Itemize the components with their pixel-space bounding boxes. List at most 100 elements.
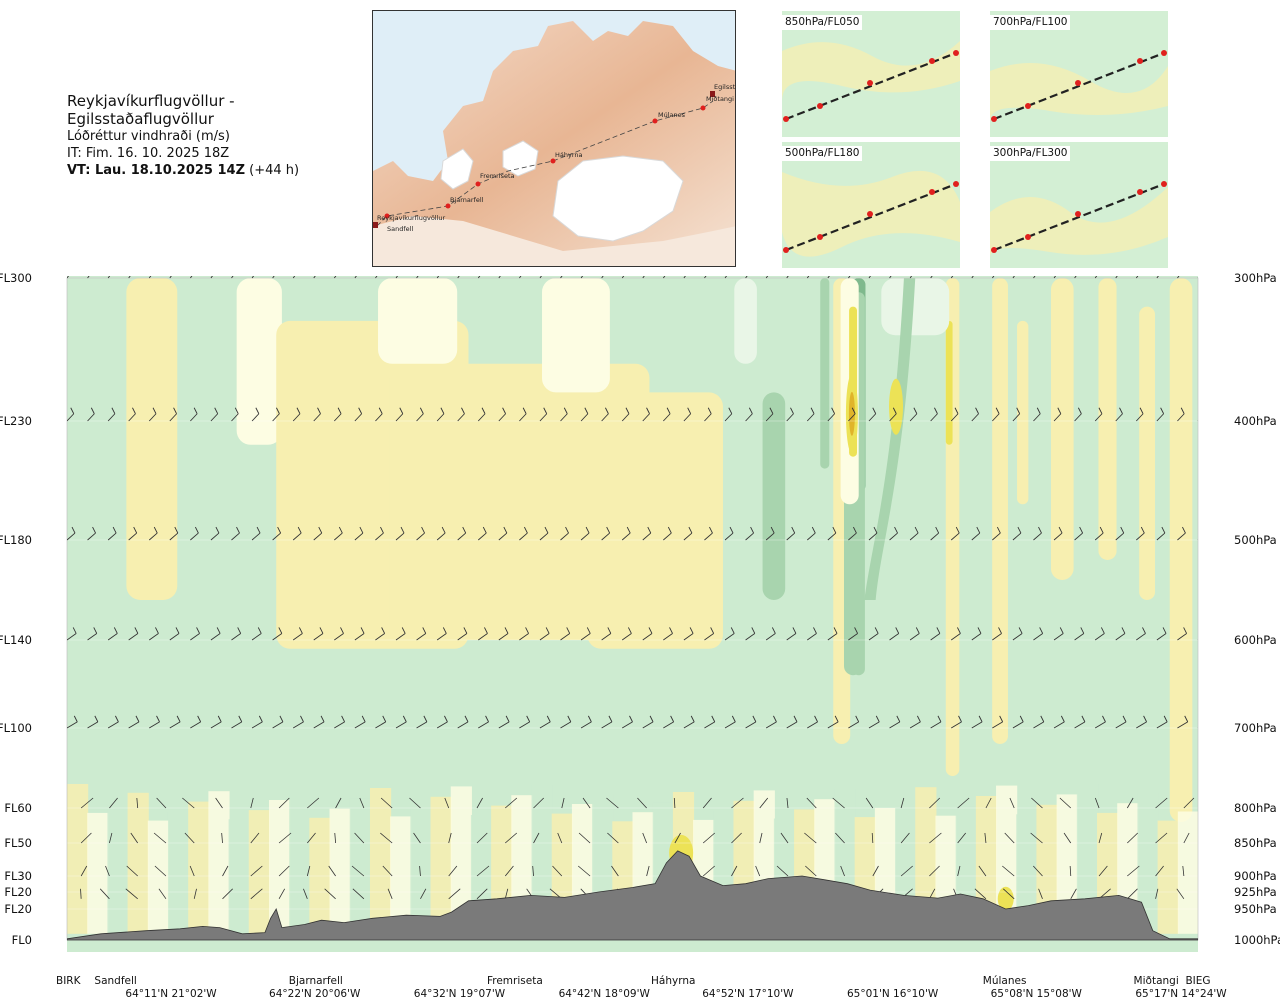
- wind-barb-feather: [670, 715, 675, 723]
- wind-barb: [1156, 532, 1166, 541]
- wind-barb-low: [250, 797, 254, 809]
- wind-barb: [745, 276, 748, 279]
- wind-barb: [1053, 532, 1063, 541]
- wind-barb-feather: [1162, 627, 1167, 634]
- wind-barb-low: [125, 888, 138, 900]
- wind-barb: [601, 633, 612, 641]
- field-lowlevel-cell: [268, 800, 291, 934]
- wind-barb-feather: [1015, 268, 1018, 270]
- wind-barb: [930, 532, 939, 541]
- wind-barb-feather: [996, 526, 1001, 534]
- wind-barb: [210, 532, 220, 541]
- wind-barb: [1074, 413, 1082, 422]
- wind-barb-low: [832, 797, 845, 809]
- wind-barb-feather: [1057, 407, 1062, 414]
- wind-barb-feather: [814, 715, 818, 723]
- wind-barb-feather: [853, 526, 857, 534]
- wind-barb-low: [448, 865, 458, 877]
- wind-barb-low: [278, 865, 290, 877]
- wind-barb: [806, 532, 816, 541]
- wind-barb-feather: [687, 407, 692, 414]
- wind-barb: [786, 276, 789, 279]
- wind-barb-low: [476, 797, 483, 809]
- hpa-tick-label: 300hPa: [1234, 271, 1277, 285]
- wind-barb-feather: [134, 627, 139, 634]
- wind-barb-low: [929, 797, 941, 809]
- wind-barb-feather: [93, 627, 98, 634]
- wind-barb-feather: [567, 715, 572, 723]
- wind-barb-feather: [830, 268, 833, 270]
- wind-barb-feather: [709, 526, 713, 534]
- wind-barb: [292, 721, 304, 729]
- wind-barb-feather: [958, 715, 962, 723]
- wind-barb: [87, 413, 95, 422]
- wind-barb-low: [533, 832, 540, 844]
- wind-barb-low: [328, 865, 336, 877]
- wind-barb: [519, 633, 529, 641]
- wind-barbs: [67, 268, 1198, 900]
- field-up-core-2: [889, 378, 904, 435]
- wind-barb: [148, 532, 158, 541]
- wind-barb-low: [1009, 797, 1015, 809]
- wind-barb: [621, 532, 631, 541]
- wind-barb: [210, 633, 221, 641]
- wind-barb-feather: [72, 627, 77, 634]
- wind-barb: [765, 721, 777, 729]
- wind-barb-low: [1002, 865, 1015, 877]
- wind-barb: [992, 633, 1002, 641]
- wind-barb-low: [382, 865, 393, 877]
- wind-barb-feather: [584, 268, 587, 270]
- wind-barb-feather: [813, 627, 817, 634]
- coordinate-label: 65°08'N 15°08'W: [991, 988, 1083, 1000]
- wind-barb: [765, 532, 775, 541]
- wind-barb-feather: [955, 526, 960, 534]
- wind-barb: [951, 721, 962, 729]
- wind-barb-low: [221, 832, 223, 844]
- wind-barb: [807, 721, 818, 729]
- wind-barb-low: [156, 797, 167, 809]
- wind-barb-feather: [111, 268, 114, 270]
- wind-barb: [889, 413, 897, 422]
- wind-barb-feather: [153, 526, 158, 534]
- wind-barb-feather: [503, 526, 508, 534]
- wind-barb-feather: [462, 526, 467, 534]
- wind-barb-low: [420, 888, 427, 899]
- mini-map-500-svg: [782, 142, 960, 268]
- field-lowlevel-cell: [188, 801, 210, 934]
- wind-barb-feather: [933, 268, 936, 270]
- wind-barb: [436, 633, 447, 641]
- field-lowlevel-cell: [1076, 784, 1099, 934]
- wind-barb-feather: [811, 526, 816, 534]
- wind-barb: [395, 276, 399, 279]
- terrain-shape: [67, 850, 1198, 941]
- wind-barb: [560, 721, 572, 729]
- wind-barb: [1012, 721, 1024, 729]
- wind-barb: [1115, 633, 1126, 641]
- wind-barb-feather: [256, 526, 261, 534]
- hpa-tick-label: 900hPa: [1234, 869, 1277, 883]
- hpa-tick-label: 850hPa: [1234, 836, 1277, 850]
- wind-barb-feather: [1139, 268, 1142, 270]
- wind-barb-low: [900, 832, 910, 844]
- field-lowlevel-cell: [127, 792, 149, 934]
- wind-barb-feather: [748, 407, 753, 414]
- wind-barb-low: [105, 865, 110, 877]
- wind-barb-low: [1038, 888, 1043, 899]
- wind-barb-feather: [995, 268, 998, 270]
- wind-barb-feather: [1139, 407, 1144, 414]
- wind-barb: [971, 721, 983, 729]
- wind-barb: [67, 721, 78, 729]
- wind-barb-feather: [1036, 407, 1041, 414]
- wind-barb-feather: [1036, 268, 1039, 270]
- wind-barb-low: [278, 832, 292, 844]
- wind-barb: [416, 413, 424, 422]
- wind-barb: [683, 413, 692, 422]
- wind-barb-feather: [915, 627, 920, 634]
- fl-tick-label: FL0: [12, 933, 32, 947]
- wind-barb-low: [607, 832, 619, 844]
- wind-barb-feather: [1060, 715, 1065, 723]
- wind-barb: [231, 633, 241, 641]
- wind-barb: [889, 532, 898, 541]
- wind-barb: [313, 633, 324, 641]
- wind-barb-feather: [1040, 715, 1045, 723]
